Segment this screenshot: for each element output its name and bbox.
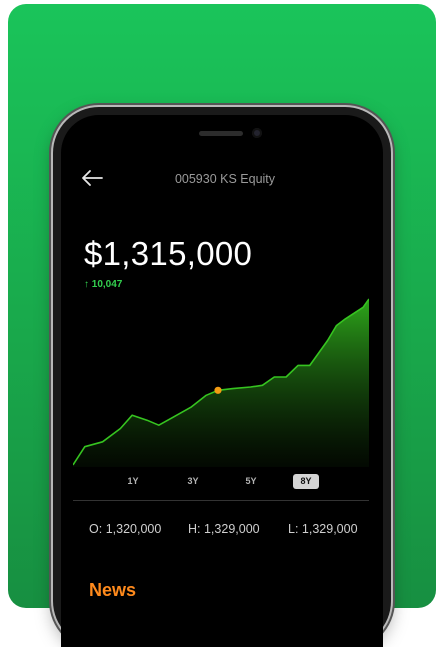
news-heading: News — [89, 580, 137, 600]
page-title: 005930 KS Equity — [174, 172, 276, 186]
price-chart[interactable] — [73, 297, 369, 467]
stat-low: L: 1,329,000 — [288, 522, 358, 536]
range-1y[interactable]: 1Y — [127, 476, 139, 486]
chart-marker[interactable] — [214, 386, 222, 394]
price-change: ↑ 10,047 — [84, 279, 122, 290]
speaker-grille — [199, 131, 243, 136]
arrow-left-icon[interactable] — [79, 168, 105, 188]
price-change-value: 10,047 — [91, 279, 123, 290]
stat-open: O: 1,320,000 — [89, 522, 161, 536]
divider — [73, 500, 369, 501]
range-3y[interactable]: 3Y — [187, 476, 199, 486]
arrow-up-icon: ↑ — [84, 279, 89, 290]
chart-line — [73, 298, 369, 466]
front-camera — [252, 128, 262, 138]
stat-open-value: 1,320,000 — [105, 522, 162, 536]
price-value: $1,315,000 — [84, 235, 253, 272]
range-5y[interactable]: 5Y — [245, 476, 257, 486]
range-8y[interactable]: 8Y — [293, 474, 319, 489]
stat-low-label: L: — [288, 522, 299, 536]
stat-high-label: H: — [188, 522, 201, 536]
stat-open-label: O: — [89, 522, 103, 536]
stat-low-value: 1,329,000 — [301, 522, 358, 536]
chart-area — [73, 299, 369, 467]
stat-high: H: 1,329,000 — [188, 522, 260, 536]
stat-high-value: 1,329,000 — [203, 522, 260, 536]
